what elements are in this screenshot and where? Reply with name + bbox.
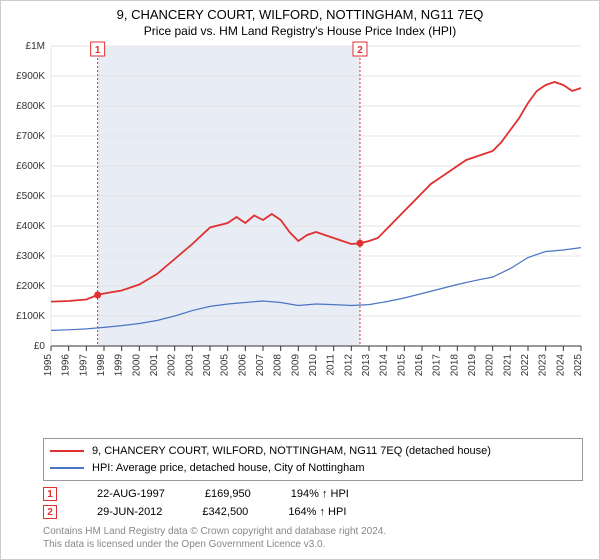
legend-label: HPI: Average price, detached house, City… xyxy=(92,460,365,477)
svg-text:2022: 2022 xyxy=(520,354,531,377)
container: 9, CHANCERY COURT, WILFORD, NOTTINGHAM, … xyxy=(0,0,600,560)
svg-text:2010: 2010 xyxy=(308,354,319,377)
svg-text:2007: 2007 xyxy=(255,354,266,377)
svg-text:£300K: £300K xyxy=(16,251,45,262)
svg-text:2011: 2011 xyxy=(326,354,337,376)
svg-text:1997: 1997 xyxy=(78,354,89,377)
svg-text:2013: 2013 xyxy=(361,354,372,377)
svg-text:2004: 2004 xyxy=(202,354,213,377)
svg-text:2016: 2016 xyxy=(414,354,425,377)
svg-text:2021: 2021 xyxy=(502,354,513,377)
chart-title: 9, CHANCERY COURT, WILFORD, NOTTINGHAM, … xyxy=(1,7,599,22)
svg-text:2008: 2008 xyxy=(273,354,284,377)
legend: 9, CHANCERY COURT, WILFORD, NOTTINGHAM, … xyxy=(43,438,583,481)
svg-text:2017: 2017 xyxy=(432,354,443,377)
svg-text:£500K: £500K xyxy=(16,191,45,202)
svg-text:£1M: £1M xyxy=(26,41,45,52)
sale-marker: 2 xyxy=(43,505,57,519)
titles: 9, CHANCERY COURT, WILFORD, NOTTINGHAM, … xyxy=(1,1,599,40)
sale-row: 2 29-JUN-2012 £342,500 164% ↑ HPI xyxy=(43,505,583,519)
svg-text:2005: 2005 xyxy=(220,354,231,377)
sale-date: 29-JUN-2012 xyxy=(97,506,162,518)
svg-text:2019: 2019 xyxy=(467,354,478,377)
legend-swatch xyxy=(50,450,84,452)
svg-text:2012: 2012 xyxy=(343,354,354,377)
svg-text:£400K: £400K xyxy=(16,221,45,232)
svg-text:£0: £0 xyxy=(34,341,46,352)
svg-text:1999: 1999 xyxy=(114,354,125,377)
svg-text:2018: 2018 xyxy=(449,354,460,377)
sale-row: 1 22-AUG-1997 £169,950 194% ↑ HPI xyxy=(43,487,583,501)
sale-change: 164% ↑ HPI xyxy=(288,506,346,518)
chart-area: £0 £100K £200K £300K £400K £500K £600K £700K £80… xyxy=(1,40,599,432)
sale-price: £342,500 xyxy=(202,506,248,518)
svg-text:2003: 2003 xyxy=(184,354,195,377)
svg-text:2024: 2024 xyxy=(555,354,566,377)
svg-text:2023: 2023 xyxy=(538,354,549,377)
chart-svg: £0 £100K £200K £300K £400K £500K £600K £700K £80… xyxy=(1,40,597,388)
svg-text:2002: 2002 xyxy=(167,354,178,377)
sale-date: 22-AUG-1997 xyxy=(97,488,165,500)
svg-text:£800K: £800K xyxy=(16,101,45,112)
footer-line: Contains HM Land Registry data © Crown c… xyxy=(43,525,583,538)
legend-item: HPI: Average price, detached house, City… xyxy=(50,460,576,477)
legend-item: 9, CHANCERY COURT, WILFORD, NOTTINGHAM, … xyxy=(50,443,576,460)
svg-text:2001: 2001 xyxy=(149,354,160,377)
svg-text:£100K: £100K xyxy=(16,311,45,322)
sale-price: £169,950 xyxy=(205,488,251,500)
svg-text:2020: 2020 xyxy=(485,354,496,377)
svg-text:£700K: £700K xyxy=(16,131,45,142)
svg-text:£900K: £900K xyxy=(16,71,45,82)
svg-text:1: 1 xyxy=(95,45,101,56)
sale-marker: 1 xyxy=(43,487,57,501)
legend-label: 9, CHANCERY COURT, WILFORD, NOTTINGHAM, … xyxy=(92,443,491,460)
chart-subtitle: Price paid vs. HM Land Registry's House … xyxy=(1,24,599,38)
svg-text:£200K: £200K xyxy=(16,281,45,292)
svg-text:£600K: £600K xyxy=(16,161,45,172)
legend-swatch xyxy=(50,467,84,469)
svg-text:2000: 2000 xyxy=(131,354,142,377)
footer-note: Contains HM Land Registry data © Crown c… xyxy=(43,525,583,551)
svg-text:2014: 2014 xyxy=(379,354,390,377)
svg-text:2006: 2006 xyxy=(237,354,248,377)
footer-line: This data is licensed under the Open Gov… xyxy=(43,538,583,551)
svg-text:1996: 1996 xyxy=(61,354,72,377)
svg-text:2015: 2015 xyxy=(396,354,407,377)
svg-text:2: 2 xyxy=(357,45,363,56)
svg-text:2009: 2009 xyxy=(290,354,301,377)
svg-text:2025: 2025 xyxy=(573,354,584,377)
svg-text:1995: 1995 xyxy=(43,354,54,377)
svg-text:1998: 1998 xyxy=(96,354,107,377)
sale-change: 194% ↑ HPI xyxy=(291,488,349,500)
